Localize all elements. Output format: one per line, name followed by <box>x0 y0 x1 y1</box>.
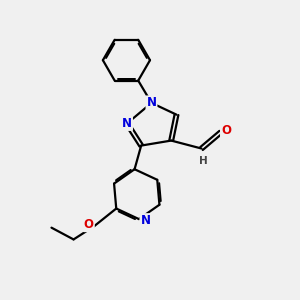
Text: N: N <box>122 117 132 130</box>
Text: O: O <box>84 218 94 231</box>
Text: H: H <box>199 156 207 166</box>
Text: O: O <box>221 124 231 137</box>
Text: N: N <box>146 96 157 110</box>
Text: N: N <box>140 214 150 227</box>
